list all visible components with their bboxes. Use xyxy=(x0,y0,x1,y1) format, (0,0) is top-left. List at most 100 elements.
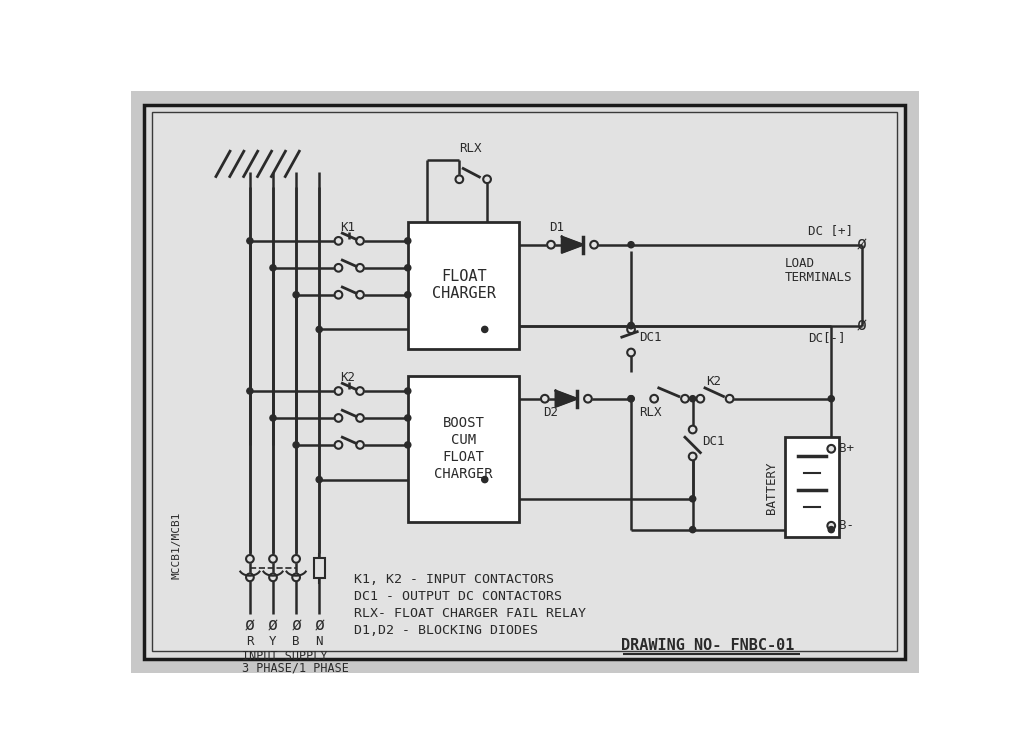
Circle shape xyxy=(547,241,555,249)
Circle shape xyxy=(404,415,411,421)
Circle shape xyxy=(827,522,836,530)
Text: ø: ø xyxy=(857,317,867,335)
Text: R: R xyxy=(246,635,254,648)
Circle shape xyxy=(247,238,253,244)
Circle shape xyxy=(247,388,253,394)
Text: D1: D1 xyxy=(550,222,564,234)
Bar xyxy=(313,558,325,578)
Circle shape xyxy=(269,555,276,562)
Circle shape xyxy=(726,395,733,403)
Circle shape xyxy=(828,526,835,533)
Circle shape xyxy=(828,395,835,401)
Circle shape xyxy=(628,326,635,333)
Circle shape xyxy=(335,264,342,271)
Circle shape xyxy=(628,349,635,356)
Circle shape xyxy=(356,441,364,449)
Circle shape xyxy=(316,476,323,482)
Circle shape xyxy=(689,526,695,533)
Text: DC1 - OUTPUT DC CONTACTORS: DC1 - OUTPUT DC CONTACTORS xyxy=(354,590,562,603)
Text: ø: ø xyxy=(245,617,255,635)
Circle shape xyxy=(246,574,254,581)
Text: DC [+]: DC [+] xyxy=(808,225,853,237)
Circle shape xyxy=(681,395,689,403)
Bar xyxy=(408,222,519,349)
Text: DC1: DC1 xyxy=(639,330,662,344)
Circle shape xyxy=(270,415,276,421)
Polygon shape xyxy=(556,391,578,407)
Text: FLOAT: FLOAT xyxy=(440,269,486,284)
Circle shape xyxy=(404,442,411,448)
Text: CUM: CUM xyxy=(451,433,476,448)
Circle shape xyxy=(590,241,598,249)
Circle shape xyxy=(404,238,411,244)
Text: CHARGER: CHARGER xyxy=(432,286,496,301)
Text: D1,D2 - BLOCKING DIODES: D1,D2 - BLOCKING DIODES xyxy=(354,624,538,637)
Text: B+: B+ xyxy=(839,442,854,455)
Text: 3 PHASE/1 PHASE: 3 PHASE/1 PHASE xyxy=(243,662,349,674)
Text: ø: ø xyxy=(268,617,278,635)
Polygon shape xyxy=(562,237,584,253)
Text: BOOST: BOOST xyxy=(442,417,484,430)
Text: K2: K2 xyxy=(707,375,722,389)
Circle shape xyxy=(356,237,364,245)
Circle shape xyxy=(292,555,300,562)
Text: RLX- FLOAT CHARGER FAIL RELAY: RLX- FLOAT CHARGER FAIL RELAY xyxy=(354,607,586,620)
Circle shape xyxy=(356,387,364,395)
Text: MCCB1/MCB1: MCCB1/MCB1 xyxy=(172,511,182,579)
Circle shape xyxy=(628,395,634,401)
Text: K2: K2 xyxy=(340,370,355,383)
Circle shape xyxy=(628,323,634,329)
Bar xyxy=(785,437,839,538)
Circle shape xyxy=(316,327,323,333)
Text: B-: B- xyxy=(839,519,854,532)
Text: DC1: DC1 xyxy=(701,435,724,448)
Circle shape xyxy=(335,387,342,395)
Circle shape xyxy=(356,414,364,422)
Circle shape xyxy=(689,453,696,460)
Text: DC[-]: DC[-] xyxy=(808,331,846,345)
Text: K1: K1 xyxy=(340,221,355,234)
Circle shape xyxy=(335,441,342,449)
Circle shape xyxy=(404,388,411,394)
Text: FLOAT: FLOAT xyxy=(442,451,484,464)
Text: ø: ø xyxy=(857,236,867,254)
Text: ø: ø xyxy=(291,617,301,635)
Text: Y: Y xyxy=(269,635,276,648)
Circle shape xyxy=(356,291,364,299)
Circle shape xyxy=(584,395,592,403)
Bar xyxy=(408,376,519,522)
Circle shape xyxy=(456,175,463,183)
Circle shape xyxy=(270,265,276,271)
Circle shape xyxy=(269,574,276,581)
Circle shape xyxy=(689,426,696,433)
Circle shape xyxy=(335,237,342,245)
Text: BATTERY: BATTERY xyxy=(765,461,777,513)
Circle shape xyxy=(483,175,490,183)
Text: K1, K2 - INPUT CONTACTORS: K1, K2 - INPUT CONTACTORS xyxy=(354,573,554,586)
Circle shape xyxy=(404,265,411,271)
Circle shape xyxy=(628,242,634,248)
Circle shape xyxy=(246,555,254,562)
Circle shape xyxy=(628,323,634,329)
Text: N: N xyxy=(315,635,323,648)
Circle shape xyxy=(827,445,836,453)
Circle shape xyxy=(335,414,342,422)
Text: DRAWING NO- FNBC-01: DRAWING NO- FNBC-01 xyxy=(622,637,795,652)
Circle shape xyxy=(404,292,411,298)
Circle shape xyxy=(356,264,364,271)
Text: CHARGER: CHARGER xyxy=(434,467,493,481)
Text: LOAD: LOAD xyxy=(785,258,815,271)
Circle shape xyxy=(335,291,342,299)
Text: TERMINALS: TERMINALS xyxy=(785,271,853,284)
Text: D2: D2 xyxy=(544,406,558,419)
Circle shape xyxy=(293,292,299,298)
Text: B: B xyxy=(293,635,300,648)
Circle shape xyxy=(481,476,487,482)
Circle shape xyxy=(541,395,549,403)
Text: RLX: RLX xyxy=(460,142,482,155)
Circle shape xyxy=(292,574,300,581)
Text: RLX: RLX xyxy=(639,406,662,419)
Text: ø: ø xyxy=(314,617,325,635)
Text: INPUT SUPPLY: INPUT SUPPLY xyxy=(243,650,328,663)
Circle shape xyxy=(650,395,658,403)
